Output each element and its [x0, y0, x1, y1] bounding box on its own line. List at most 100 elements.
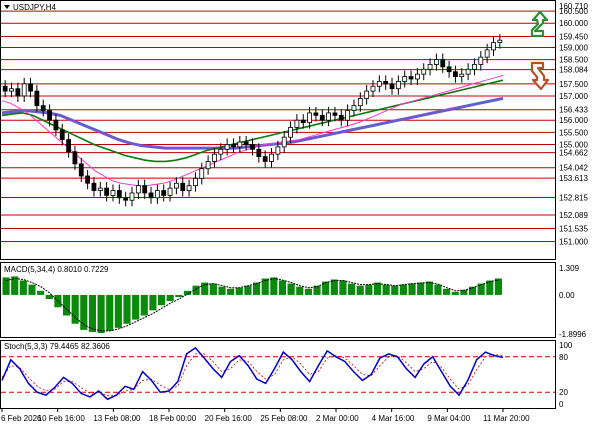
macd-bar [253, 282, 261, 295]
candle-body [402, 76, 408, 82]
macd-bar [296, 286, 304, 295]
macd-bar [114, 294, 122, 328]
candle-body [421, 68, 427, 75]
macd-bar [425, 281, 433, 295]
candle-body [408, 76, 414, 80]
price-tick-label: 160.710 [559, 2, 588, 11]
candle-body [85, 175, 91, 184]
candle-body [15, 88, 21, 97]
macd-bar [106, 294, 114, 331]
macd-bar [28, 284, 36, 295]
candle-body [104, 187, 110, 196]
candle-body [414, 73, 420, 80]
candle-body [478, 56, 484, 65]
candle-body [180, 182, 186, 191]
candle-body [294, 119, 300, 128]
candle-body [91, 182, 97, 191]
candle-body [326, 112, 332, 121]
time-tick-label: 25 Feb 08:00 [260, 414, 308, 423]
macd-bar [71, 294, 79, 324]
candle-body [53, 119, 59, 131]
macd-bar [460, 289, 468, 295]
candle-body [34, 90, 40, 107]
symbol-dropdown-icon[interactable] [4, 5, 10, 9]
price-tick-label: 154.662 [559, 149, 588, 158]
time-tick-label: 20 Feb 16:00 [205, 414, 253, 423]
candle-body [148, 192, 154, 199]
time-tick-label: 18 Feb 00:00 [149, 414, 197, 423]
candle-body [262, 156, 268, 162]
candle-body [224, 144, 230, 150]
candle-body [465, 68, 471, 75]
candle-body [345, 110, 351, 121]
candle-body [28, 83, 33, 92]
macd-bar [417, 282, 425, 295]
macd-bar [97, 294, 105, 333]
candle-body [376, 81, 382, 87]
macd-bar [451, 291, 459, 295]
candle-body [2, 85, 8, 92]
time-tick-label: 13 Feb 08:00 [93, 414, 141, 423]
stoch-axis: 100 80 20 0 [559, 341, 573, 409]
candle-body [123, 197, 129, 201]
price-tick-label: 152.815 [559, 193, 588, 202]
macd-bar [391, 285, 399, 295]
candle-body [459, 73, 465, 77]
candle-body [319, 114, 325, 121]
macd-bar [175, 294, 183, 297]
candle-body [383, 81, 389, 85]
stoch-label: Stoch(5,3,3) 79.4465 82.3606 [4, 342, 110, 351]
macd-bar [270, 277, 278, 295]
candle-body [66, 139, 71, 153]
support-resistance-levels [1, 10, 555, 242]
macd-bar [434, 284, 442, 295]
trend-down-arrow-icon [530, 61, 550, 91]
candle-body [186, 185, 192, 191]
price-tick-label: 155.000 [559, 140, 588, 149]
candle-body [161, 190, 167, 196]
macd-bar [322, 281, 330, 295]
price-tick-label: 156.000 [559, 116, 588, 125]
candle-body [484, 49, 490, 58]
candle-body [332, 112, 338, 116]
macd-bar [88, 294, 97, 332]
candle-body [446, 66, 452, 73]
candle-body [389, 83, 395, 90]
macd-bar [80, 294, 88, 330]
macd-bar [140, 294, 148, 316]
candle-body [116, 190, 122, 199]
macd-bar [2, 277, 10, 295]
time-tick-label: 4 Mar 16:00 [372, 414, 415, 423]
candle-body [250, 144, 255, 150]
time-tick-label: 9 Mar 04:00 [427, 414, 470, 423]
price-tick-label: 158.500 [559, 56, 588, 65]
candle-body [256, 148, 262, 157]
candle-body [212, 153, 217, 162]
macd-bar [443, 288, 451, 295]
stoch-tick-label: 0 [559, 400, 564, 409]
candle-body [472, 64, 477, 70]
macd-bar [192, 285, 200, 295]
macd-bar [132, 294, 140, 320]
macd-bar [486, 280, 494, 295]
price-tick-label: 156.433 [559, 106, 588, 115]
candle-body [364, 90, 370, 99]
macd-bar [304, 288, 312, 295]
candle-body [199, 168, 205, 179]
candle-body [338, 114, 344, 121]
price-tick-label: 154.042 [559, 164, 588, 173]
candle-body [40, 105, 46, 111]
macd-bar [157, 294, 166, 306]
stoch-panel-frame [0, 340, 556, 409]
macd-tick-label: -1.8996 [559, 330, 587, 339]
price-tick-label: 152.089 [559, 211, 588, 220]
macd-bar [45, 294, 53, 300]
candle-body [135, 185, 141, 194]
stoch-tick-label: 100 [559, 341, 573, 350]
macd-bar [261, 278, 269, 295]
macd-bar [494, 278, 502, 295]
candle-body [313, 112, 319, 116]
candle-body [370, 85, 376, 92]
candle-body [434, 59, 439, 65]
